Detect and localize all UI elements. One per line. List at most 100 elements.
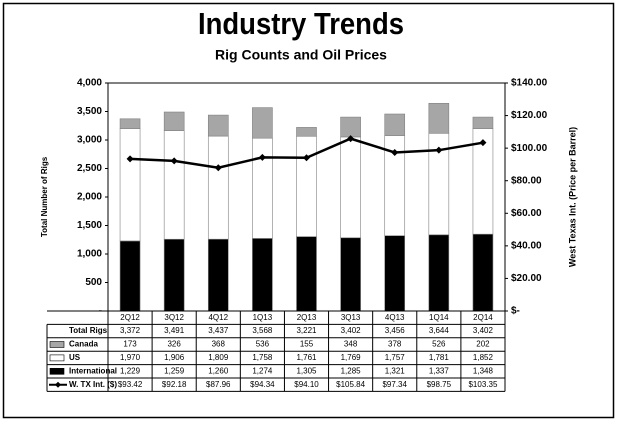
bar-segment bbox=[119, 118, 141, 129]
table-cell: 1,809 bbox=[208, 353, 229, 362]
y2-tick-label: $60.00 bbox=[511, 208, 542, 219]
table-cell: $105.84 bbox=[336, 380, 365, 389]
table-cell: 1,259 bbox=[164, 366, 185, 375]
y2-tick-label: $140.00 bbox=[511, 78, 548, 89]
legend-marker bbox=[55, 381, 61, 388]
table-cell: $103.35 bbox=[468, 380, 497, 389]
y2-tick-label: $20.00 bbox=[511, 273, 542, 284]
legend-label: US bbox=[69, 353, 81, 362]
table-cell: 1,769 bbox=[341, 353, 362, 362]
y-tick-label: 1,000 bbox=[77, 249, 102, 260]
y-tick-label: 500 bbox=[85, 277, 102, 288]
legend-label: International bbox=[69, 366, 117, 375]
y2-tick-label: $- bbox=[511, 306, 520, 317]
table-cell: 1,229 bbox=[120, 366, 141, 375]
table-cell: 1,970 bbox=[120, 353, 141, 362]
table-cell: 155 bbox=[300, 340, 314, 349]
y-tick-label: 3,500 bbox=[77, 106, 102, 117]
legend-label: W. TX Int. ($) bbox=[69, 380, 117, 389]
bar-segment bbox=[163, 130, 185, 240]
bar-segment bbox=[207, 114, 229, 137]
bar-segment bbox=[296, 127, 317, 137]
table-cell: $93.42 bbox=[118, 380, 143, 389]
x-tick-label: 2Q13 bbox=[297, 313, 317, 322]
table-cell: 1,260 bbox=[208, 366, 229, 375]
table-cell: 3,221 bbox=[296, 326, 317, 335]
line-marker bbox=[303, 154, 310, 162]
table-cell: $87.96 bbox=[206, 380, 231, 389]
y-tick-label: 1,500 bbox=[77, 220, 102, 231]
x-tick-label: 3Q12 bbox=[164, 313, 184, 322]
bar-segment bbox=[296, 135, 317, 237]
legend-swatch bbox=[49, 354, 65, 362]
bar-segment bbox=[119, 128, 141, 242]
bar-segment bbox=[207, 135, 229, 240]
bar-segment bbox=[340, 116, 361, 138]
bar-segment bbox=[384, 113, 406, 136]
table-cell: 3,568 bbox=[252, 326, 273, 335]
table-cell: 348 bbox=[344, 340, 358, 349]
y-tick-label: 4,000 bbox=[77, 78, 102, 89]
x-tick-label: 1Q13 bbox=[253, 313, 273, 322]
bar-segment bbox=[472, 116, 494, 129]
table-cell: $98.75 bbox=[427, 380, 452, 389]
line-marker bbox=[391, 148, 399, 156]
table-cell: 536 bbox=[256, 340, 270, 349]
chart-title: Industry Trends bbox=[198, 6, 404, 41]
table-cell: $94.34 bbox=[250, 380, 275, 389]
y-tick-label: 2,000 bbox=[77, 192, 102, 203]
bar-segment bbox=[340, 136, 361, 239]
bar-segment bbox=[428, 234, 450, 312]
table-cell: 202 bbox=[476, 340, 490, 349]
table-cell: 1,348 bbox=[473, 366, 494, 375]
y2-axis-label: West Texas Int. (Price per Barrel) bbox=[567, 127, 577, 267]
table-cell: 1,852 bbox=[473, 353, 494, 362]
bar-segment bbox=[207, 238, 229, 312]
line-marker bbox=[479, 139, 487, 147]
legend-label: Canada bbox=[69, 340, 98, 349]
bar-segment bbox=[252, 107, 273, 139]
line-marker bbox=[214, 164, 222, 172]
x-tick-label: 2Q12 bbox=[120, 313, 140, 322]
table-cell: 1,757 bbox=[385, 353, 406, 362]
y2-tick-label: $120.00 bbox=[511, 110, 548, 121]
y-axis-label: Total Number of Rigs bbox=[40, 156, 49, 237]
table-cell: 1,274 bbox=[252, 366, 273, 375]
table-cell: 3,456 bbox=[385, 326, 406, 335]
x-tick-label: 1Q14 bbox=[429, 313, 449, 322]
table-cell: 368 bbox=[212, 340, 226, 349]
table-cell: 1,761 bbox=[296, 353, 317, 362]
y2-tick-label: $80.00 bbox=[511, 175, 542, 186]
y2-tick-label: $100.00 bbox=[511, 143, 548, 154]
bar-segment bbox=[428, 102, 450, 134]
table-cell: 1,337 bbox=[429, 366, 450, 375]
bar-segment bbox=[384, 235, 406, 312]
bar-segment bbox=[340, 237, 361, 312]
legend-swatch bbox=[49, 367, 65, 375]
x-tick-label: 3Q13 bbox=[341, 313, 361, 322]
table-cell: 3,402 bbox=[341, 326, 362, 335]
table-cell: 326 bbox=[167, 340, 181, 349]
y-tick-label: 3,000 bbox=[77, 135, 102, 146]
table-cell: 1,906 bbox=[164, 353, 185, 362]
table-cell: 3,491 bbox=[164, 326, 185, 335]
bar-segment bbox=[119, 240, 141, 312]
table-cell: 1,321 bbox=[385, 366, 406, 375]
bar-segment bbox=[472, 233, 494, 312]
table-cell: 1,781 bbox=[429, 353, 450, 362]
table-cell: 173 bbox=[123, 340, 137, 349]
table-cell: 3,437 bbox=[208, 326, 229, 335]
x-tick-label: 4Q12 bbox=[208, 313, 228, 322]
line-marker bbox=[435, 146, 443, 154]
table-cell: 1,305 bbox=[296, 366, 317, 375]
chart-subtitle: Rig Counts and Oil Prices bbox=[215, 47, 387, 63]
line-marker bbox=[347, 135, 355, 143]
table-row-label: Total Rigs bbox=[69, 326, 108, 335]
line-marker bbox=[258, 153, 266, 161]
line-marker bbox=[170, 157, 178, 165]
line-marker bbox=[126, 155, 134, 163]
x-tick-label: 4Q13 bbox=[385, 313, 405, 322]
bar-segment bbox=[296, 236, 317, 312]
table-cell: 3,644 bbox=[429, 326, 450, 335]
